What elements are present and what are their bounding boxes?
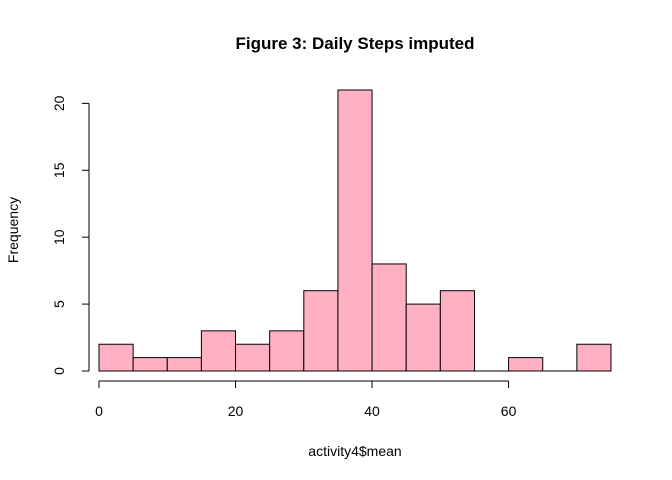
bars-group [98,89,612,372]
y-tick-label: 10 [51,229,67,245]
y-tick-label: 5 [51,300,67,308]
x-tick-label: 20 [228,403,244,419]
histogram-bar [303,290,339,372]
histogram-bar [132,357,168,372]
histogram-bar [508,357,544,372]
histogram-bar [576,343,612,372]
histogram-bar [269,330,305,372]
histogram-bar [337,89,373,372]
y-tick-label: 15 [51,162,67,178]
histogram-bar [235,343,271,372]
x-tick-label: 0 [95,403,103,419]
x-axis-label: activity4$mean [308,443,401,459]
x-axis: 0 20 40 60 [95,380,517,419]
y-tick-label: 20 [51,95,67,111]
x-tick-label: 40 [364,403,380,419]
chart-title: Figure 3: Daily Steps imputed [236,34,475,53]
y-tick-label: 0 [51,367,67,375]
y-axis: 0 5 10 15 20 [51,95,90,375]
histogram-bar [439,290,475,372]
x-tick-label: 60 [501,403,517,419]
histogram-bar [405,303,441,372]
histogram-bar [200,330,237,372]
histogram-bar [371,263,407,372]
histogram-bar [166,357,202,372]
y-axis-label: Frequency [5,197,21,263]
histogram-bar [98,343,134,372]
